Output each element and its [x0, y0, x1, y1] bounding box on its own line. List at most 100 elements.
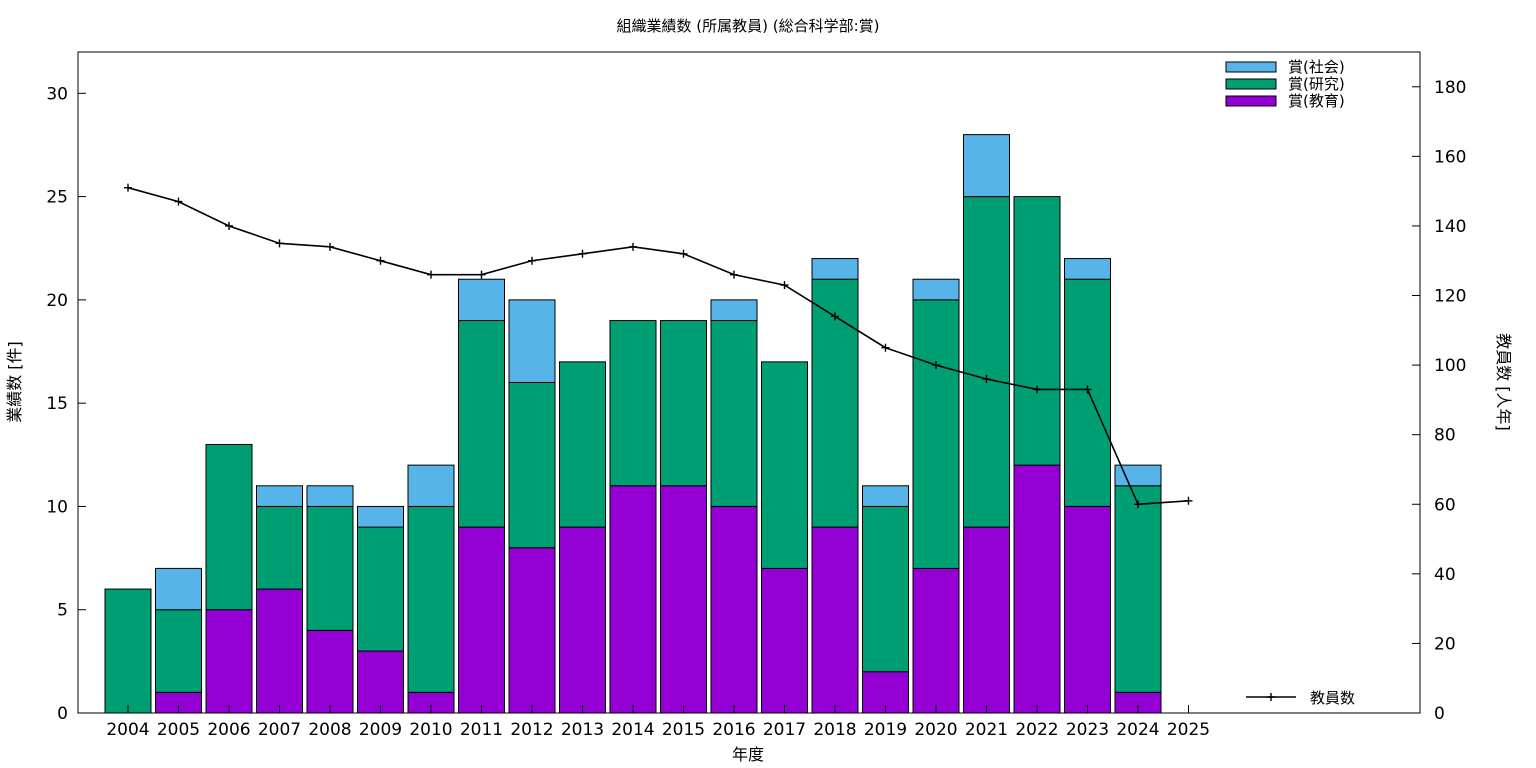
legend-label: 賞(研究)	[1288, 75, 1345, 93]
x-tick-label: 2006	[207, 720, 250, 740]
y-tick-label: 30	[46, 84, 68, 104]
y2-tick-label: 40	[1434, 565, 1456, 585]
x-tick-label: 2011	[460, 720, 503, 740]
x-tick-label: 2008	[308, 720, 351, 740]
bar-segment-2015-1	[660, 320, 707, 487]
bar-segment-2015-0	[660, 485, 707, 714]
bar-segment-2013-0	[559, 526, 606, 714]
y2-tick-label: 160	[1434, 147, 1466, 167]
line-point-2010	[427, 270, 435, 279]
bar-segment-2008-0	[306, 629, 354, 714]
bar-segment-2010-1	[407, 505, 455, 693]
legend-swatch-1	[1225, 78, 1277, 90]
bar-segment-2019-1	[862, 505, 909, 673]
x-tick-label: 2019	[864, 720, 907, 740]
line-point-2022	[1033, 385, 1041, 394]
line-faculty-count	[127, 186, 1189, 506]
x-tick-label: 2014	[611, 720, 654, 740]
x-tick-label: 2009	[359, 720, 402, 740]
line-point-2006	[225, 221, 233, 230]
bar-segment-2006-0	[205, 609, 253, 714]
y-tick-label: 5	[57, 601, 68, 621]
line-point-2008	[326, 242, 334, 251]
bar-segment-2016-1	[710, 320, 758, 507]
y2-tick-label: 80	[1434, 426, 1456, 446]
line-point-2007	[275, 239, 284, 248]
line-point-2014	[629, 242, 637, 251]
bar-segment-2009-2	[357, 505, 404, 528]
legend-swatch-2	[1225, 61, 1277, 73]
y2-tick-label: 0	[1434, 704, 1445, 724]
bar-segment-2024-2	[1114, 464, 1162, 487]
x-tick-label: 2005	[157, 720, 200, 740]
bar-segment-2014-1	[609, 320, 657, 487]
bar-segment-2023-2	[1064, 258, 1111, 280]
x-tick-label: 2015	[662, 720, 705, 740]
line-point-2023	[1083, 385, 1092, 394]
plot-frame	[77, 51, 1421, 714]
bar-segment-2018-2	[811, 258, 859, 280]
bar-segment-2018-1	[811, 278, 859, 528]
bar-segment-2020-0	[912, 567, 960, 714]
y-tick-label: 15	[46, 394, 68, 414]
legend-label: 賞(教育)	[1288, 92, 1345, 110]
line-point-2025	[1184, 496, 1193, 505]
bar-segment-2008-2	[306, 485, 354, 507]
bar-segment-2004-1	[104, 588, 152, 714]
bar-segment-2005-2	[155, 567, 202, 611]
x-tick-label: 2013	[561, 720, 604, 740]
x-tick-label: 2024	[1116, 720, 1159, 740]
line-point-2012	[528, 256, 536, 265]
y2-tick-label: 180	[1434, 78, 1466, 98]
bar-segment-2013-1	[559, 361, 606, 528]
line-point-2005	[174, 197, 183, 206]
bar-segment-2017-1	[761, 361, 808, 569]
bar-segment-2010-2	[407, 464, 455, 507]
x-tick-label: 2023	[1066, 720, 1109, 740]
bar-segment-2021-1	[963, 196, 1010, 528]
line-point-2004	[124, 183, 132, 192]
line-point-2013	[578, 249, 587, 258]
line-point-2011	[477, 270, 486, 279]
line-point-2019	[881, 343, 890, 352]
bar-segment-2014-0	[609, 485, 657, 714]
line-point-2021	[982, 375, 991, 384]
line-point-2020	[932, 361, 940, 370]
bar-segment-2018-0	[811, 526, 859, 714]
legend-label: 教員数	[1310, 689, 1355, 707]
y2-tick-label: 120	[1434, 287, 1466, 307]
line-point-2009	[376, 256, 385, 265]
y-tick-label: 10	[46, 497, 68, 517]
bar-segment-2007-0	[256, 588, 303, 714]
bar-segment-2016-2	[710, 299, 758, 322]
bar-segment-2022-0	[1013, 464, 1061, 714]
line-point-2015	[679, 249, 688, 258]
y2-tick-label: 20	[1434, 634, 1456, 654]
bar-segment-2009-1	[357, 526, 404, 652]
x-tick-label: 2020	[914, 720, 957, 740]
x-tick-label: 2012	[510, 720, 553, 740]
x-axis-title: 年度	[732, 745, 764, 764]
bar-segment-2022-1	[1013, 196, 1061, 466]
line-point-2017	[780, 281, 789, 290]
line-point-2018	[831, 312, 839, 321]
x-tick-label: 2021	[965, 720, 1008, 740]
x-tick-label: 2016	[712, 720, 755, 740]
bar-segment-2005-1	[155, 609, 202, 693]
bar-segment-2016-0	[710, 505, 758, 714]
y2-tick-label: 140	[1434, 217, 1466, 237]
legend: 賞(社会)賞(研究)賞(教育) 教員数	[1225, 58, 1355, 707]
bar-segment-2020-2	[912, 278, 960, 301]
y2-tick-label: 100	[1434, 356, 1466, 376]
bar-segment-2011-2	[458, 278, 505, 322]
bar-segment-2017-0	[761, 567, 808, 714]
bar-segment-2006-1	[205, 443, 253, 611]
bar-segment-2009-0	[357, 650, 404, 714]
x-tick-label: 2018	[813, 720, 856, 740]
legend-label: 賞(社会)	[1288, 58, 1345, 76]
bar-segment-2011-1	[458, 320, 505, 528]
bar-segment-2024-1	[1114, 485, 1162, 693]
bar-segment-2012-2	[508, 299, 556, 383]
bar-segment-2012-0	[508, 547, 556, 714]
y-axis-title: 業績数 [件]	[5, 341, 24, 423]
